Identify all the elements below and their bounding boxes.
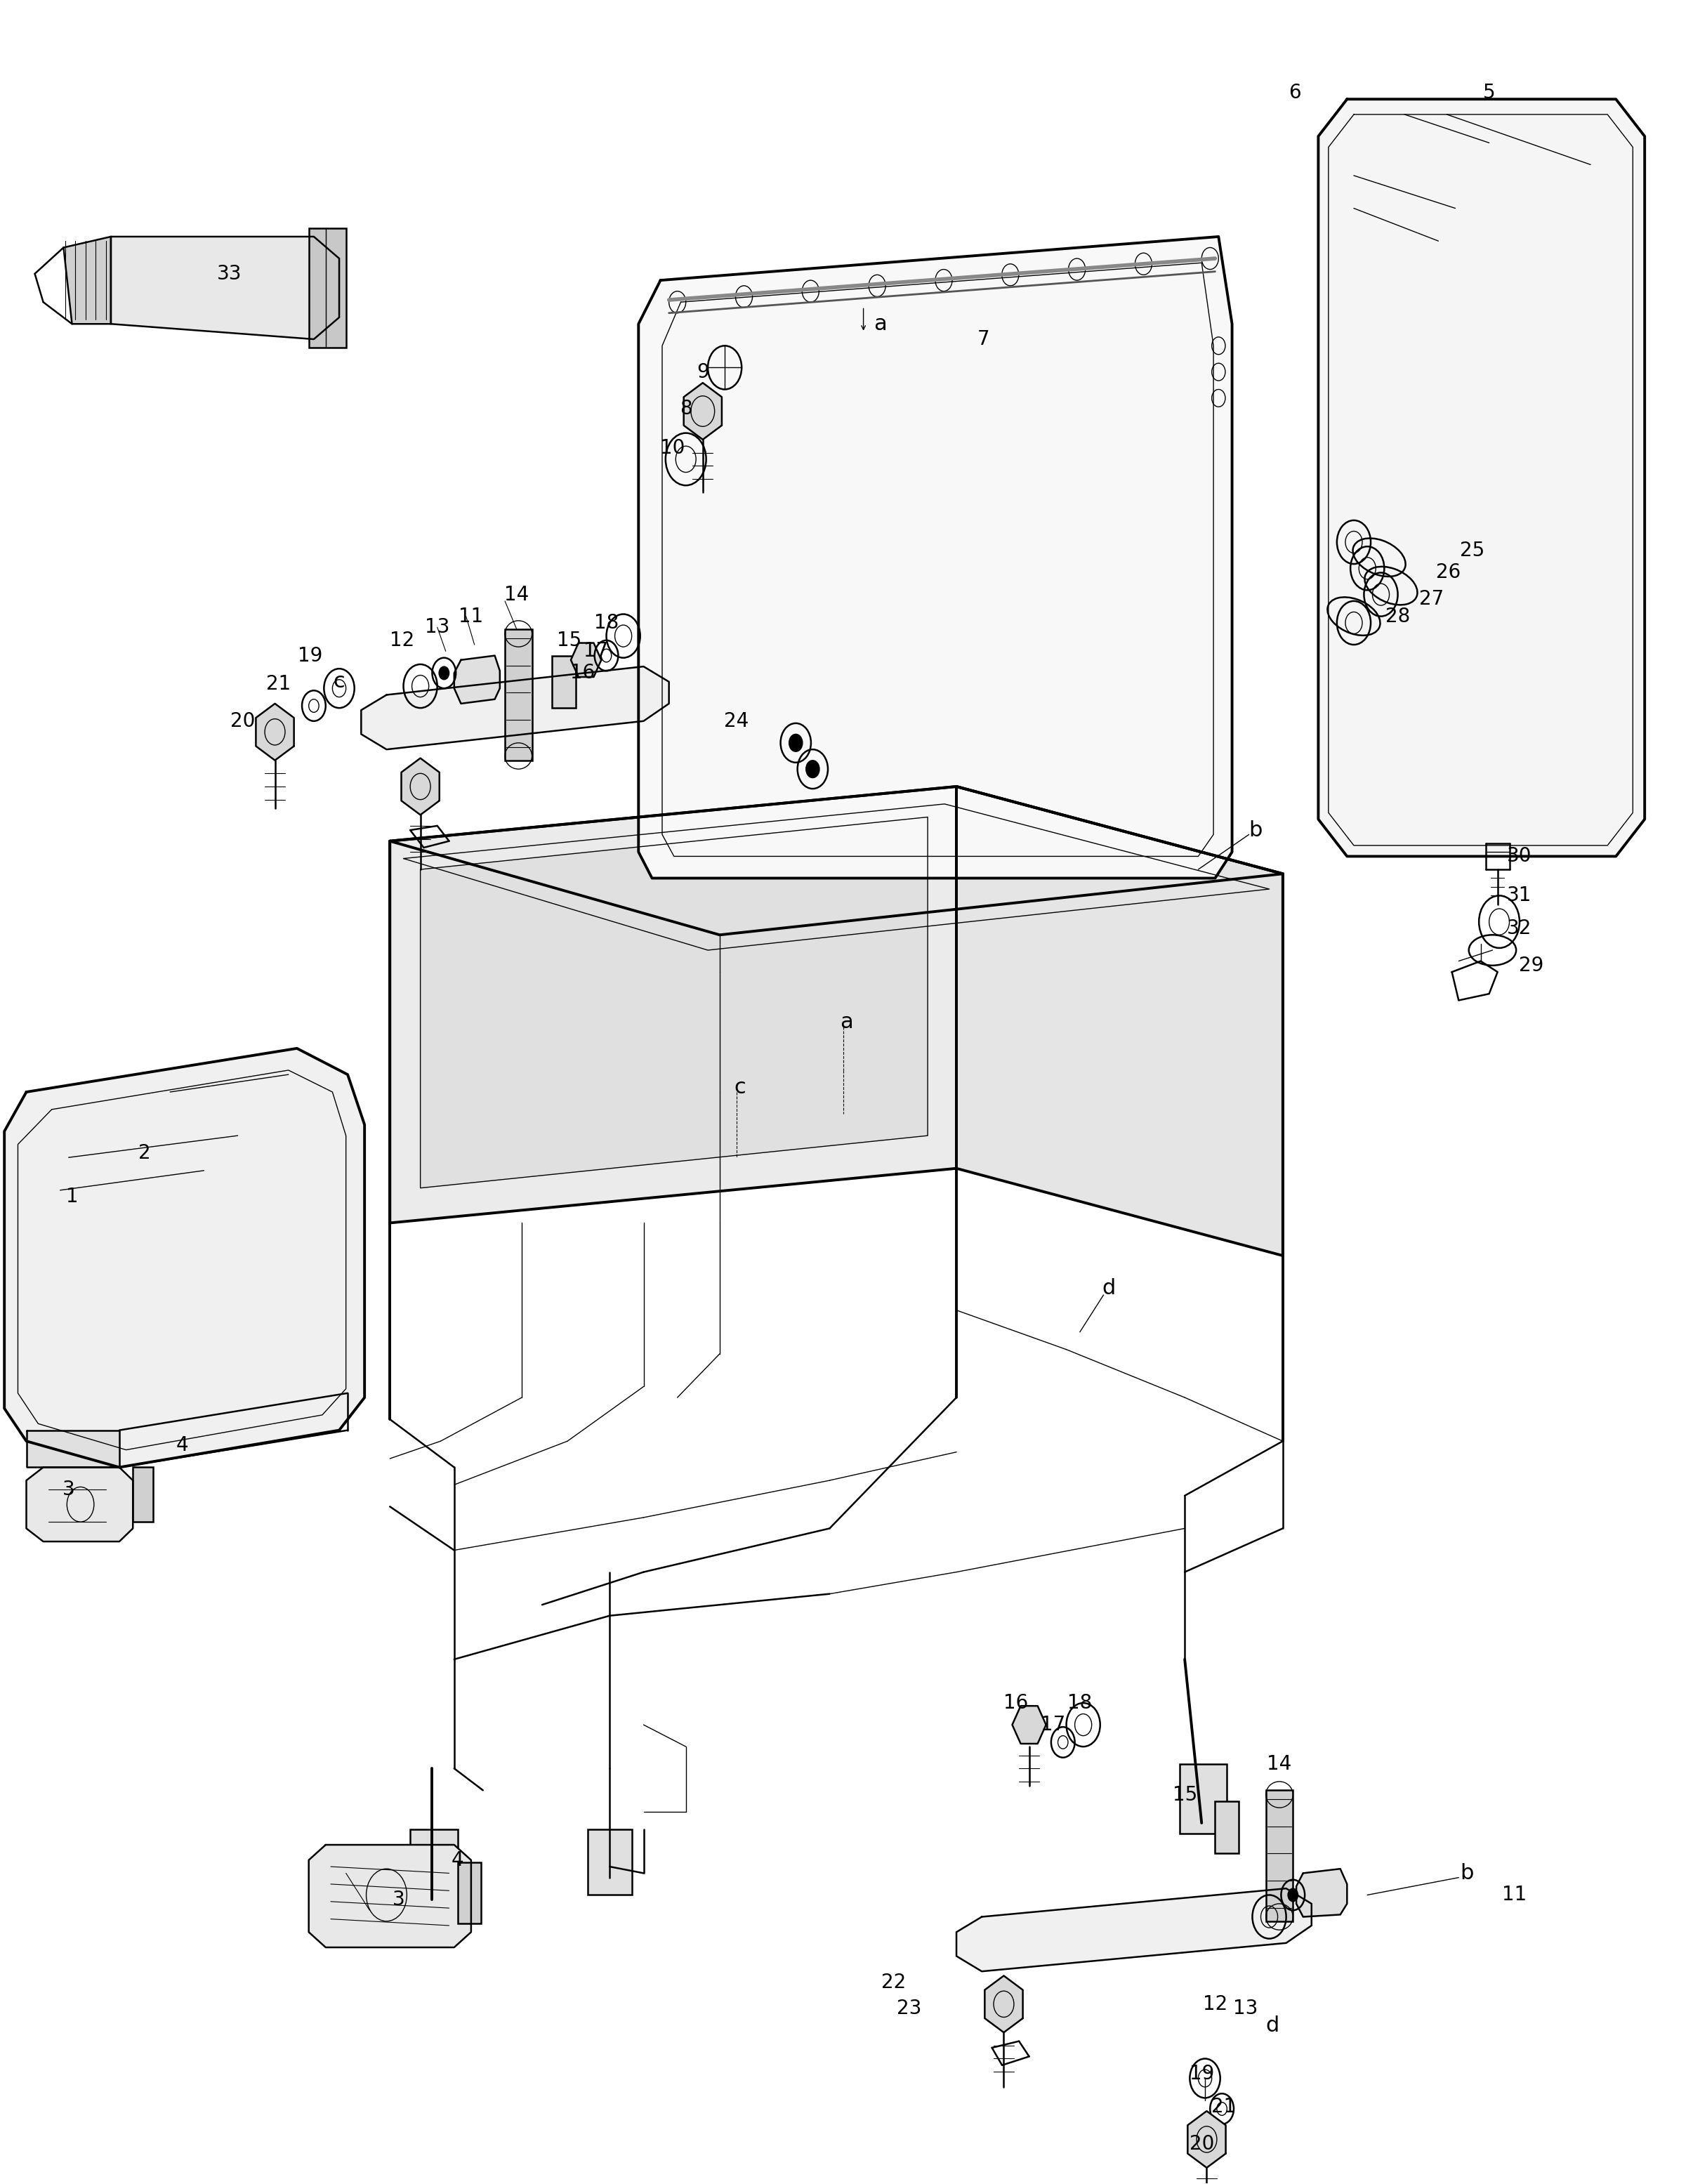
Text: 20: 20 bbox=[1188, 2134, 1214, 2153]
Text: 18: 18 bbox=[1068, 1693, 1092, 1712]
Text: 24: 24 bbox=[725, 712, 748, 732]
Text: 16: 16 bbox=[571, 664, 594, 684]
Polygon shape bbox=[1297, 1870, 1348, 1918]
Text: 3: 3 bbox=[63, 1479, 74, 1498]
Text: 1: 1 bbox=[66, 1186, 78, 1206]
Text: 25: 25 bbox=[1459, 542, 1485, 561]
Text: 14: 14 bbox=[505, 585, 530, 605]
Text: 18: 18 bbox=[594, 614, 618, 633]
Polygon shape bbox=[27, 1431, 119, 1468]
Bar bbox=[1216, 1802, 1239, 1854]
Text: 21: 21 bbox=[1210, 2097, 1236, 2116]
Polygon shape bbox=[112, 236, 339, 339]
Text: 2: 2 bbox=[139, 1142, 151, 1162]
Text: 32: 32 bbox=[1507, 919, 1532, 939]
Polygon shape bbox=[27, 1468, 132, 1542]
Bar bbox=[132, 1468, 152, 1522]
Text: 15: 15 bbox=[1172, 1784, 1197, 1804]
Text: 12: 12 bbox=[389, 631, 415, 651]
Text: 17: 17 bbox=[584, 642, 608, 662]
Circle shape bbox=[1288, 1889, 1299, 1902]
Text: 3: 3 bbox=[393, 1889, 405, 1909]
Text: a: a bbox=[874, 314, 887, 334]
Polygon shape bbox=[957, 1889, 1312, 1972]
Polygon shape bbox=[957, 786, 1283, 1256]
Text: a: a bbox=[840, 1011, 853, 1033]
Text: 11: 11 bbox=[1502, 1885, 1527, 1904]
Bar bbox=[552, 655, 576, 708]
Bar bbox=[505, 629, 532, 760]
Text: 11: 11 bbox=[459, 607, 484, 627]
Text: 6: 6 bbox=[1288, 83, 1300, 103]
Text: 4: 4 bbox=[452, 1850, 464, 1870]
Text: 8: 8 bbox=[679, 400, 692, 419]
Polygon shape bbox=[308, 1845, 471, 1948]
Bar bbox=[457, 1863, 481, 1924]
Text: 17: 17 bbox=[1041, 1714, 1065, 1734]
Text: d: d bbox=[1266, 2016, 1280, 2035]
Text: 21: 21 bbox=[266, 675, 291, 695]
Bar bbox=[1180, 1765, 1227, 1835]
Text: 12: 12 bbox=[1202, 1994, 1227, 2014]
Bar bbox=[308, 227, 345, 347]
Text: 5: 5 bbox=[1483, 83, 1495, 103]
Text: c: c bbox=[735, 1077, 747, 1099]
Polygon shape bbox=[1319, 98, 1644, 856]
Bar bbox=[410, 1830, 457, 1900]
Circle shape bbox=[789, 734, 802, 751]
Bar bbox=[587, 1830, 631, 1896]
Bar bbox=[1266, 1791, 1293, 1922]
Text: 13: 13 bbox=[425, 618, 450, 638]
Text: d: d bbox=[1102, 1278, 1116, 1299]
Text: 23: 23 bbox=[897, 1998, 921, 2018]
Polygon shape bbox=[256, 703, 295, 760]
Polygon shape bbox=[1012, 1706, 1046, 1743]
Text: 9: 9 bbox=[696, 363, 709, 382]
Text: 28: 28 bbox=[1385, 607, 1410, 627]
Text: 22: 22 bbox=[882, 1972, 906, 1992]
Text: c: c bbox=[334, 673, 345, 692]
Polygon shape bbox=[571, 642, 601, 677]
Polygon shape bbox=[64, 236, 112, 323]
Text: 13: 13 bbox=[1233, 1998, 1258, 2018]
Polygon shape bbox=[985, 1977, 1023, 2033]
Text: 20: 20 bbox=[230, 712, 256, 732]
Polygon shape bbox=[361, 666, 669, 749]
Text: 31: 31 bbox=[1507, 887, 1532, 906]
Text: 16: 16 bbox=[1004, 1693, 1028, 1712]
Polygon shape bbox=[638, 236, 1233, 878]
Text: 27: 27 bbox=[1419, 590, 1444, 609]
Text: 14: 14 bbox=[1266, 1754, 1292, 1773]
Polygon shape bbox=[5, 1048, 364, 1468]
Polygon shape bbox=[684, 382, 721, 439]
Text: 19: 19 bbox=[1188, 2064, 1214, 2084]
Text: 7: 7 bbox=[977, 330, 990, 349]
Text: 33: 33 bbox=[217, 264, 242, 284]
Polygon shape bbox=[389, 786, 1283, 935]
Text: 4: 4 bbox=[176, 1435, 188, 1455]
Polygon shape bbox=[401, 758, 440, 815]
Text: 29: 29 bbox=[1519, 957, 1544, 976]
Polygon shape bbox=[1188, 2112, 1226, 2169]
Text: 19: 19 bbox=[298, 646, 323, 666]
Text: 26: 26 bbox=[1436, 563, 1461, 583]
Circle shape bbox=[806, 760, 819, 778]
Text: b: b bbox=[1461, 1863, 1475, 1883]
Circle shape bbox=[438, 666, 449, 679]
Text: 10: 10 bbox=[660, 439, 684, 459]
Polygon shape bbox=[389, 786, 957, 1223]
Polygon shape bbox=[454, 655, 499, 703]
Text: 30: 30 bbox=[1507, 847, 1532, 867]
Text: 15: 15 bbox=[557, 631, 581, 651]
Text: b: b bbox=[1249, 819, 1263, 841]
Polygon shape bbox=[420, 817, 928, 1188]
